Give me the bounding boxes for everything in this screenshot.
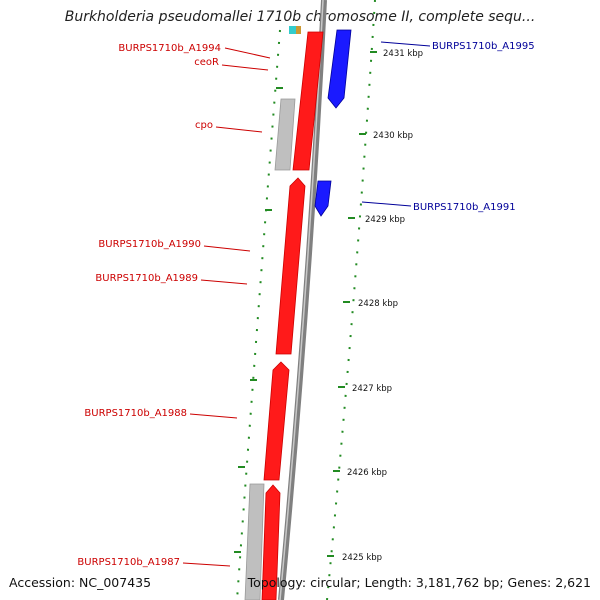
backbone-highlight <box>279 0 324 600</box>
leader-line <box>224 47 271 59</box>
label-burps1710b-a1988: BURPS1710b_A1988 <box>84 408 187 419</box>
ruler-label-2429: 2429 kbp <box>365 215 405 225</box>
ruler-label-2428: 2428 kbp <box>358 299 398 309</box>
ruler-label-2427: 2427 kbp <box>352 384 392 394</box>
backbone <box>278 0 327 600</box>
top-feature-2 <box>296 26 301 34</box>
leader-line <box>189 413 238 419</box>
accession-text: Accession: NC_007435 <box>9 575 152 590</box>
ruler-label-2430: 2430 kbp <box>373 131 413 141</box>
topology-text: Topology: circular; Length: 3,181,762 bp… <box>247 575 591 590</box>
top-feature <box>289 26 299 34</box>
leader-line <box>361 201 412 207</box>
ruler-label-2425: 2425 kbp <box>342 553 382 563</box>
ruler-label-2426: 2426 kbp <box>347 468 387 478</box>
leader-line <box>215 126 263 133</box>
ruler-label-2431: 2431 kbp <box>383 49 423 59</box>
gene-a1988 <box>263 361 290 481</box>
gene-a1990 <box>275 177 306 355</box>
label-burps1710b-a1995: BURPS1710b_A1995 <box>432 41 535 52</box>
gene-a1994 <box>292 31 324 171</box>
map-title: Burkholderia pseudomallei 1710b chromoso… <box>64 9 536 25</box>
leader-line <box>182 562 231 567</box>
label-burps1710b-a1987: BURPS1710b_A1987 <box>77 557 180 568</box>
gene-cpo-grey <box>274 98 296 171</box>
label-cpo: cpo <box>195 120 213 131</box>
gene-a1995 <box>327 29 352 109</box>
ruler-track-outer <box>326 0 376 600</box>
leader-line <box>203 245 251 252</box>
label-ceor: ceoR <box>194 57 219 68</box>
label-burps1710b-a1991: BURPS1710b_A1991 <box>413 202 516 213</box>
leader-line <box>221 64 269 71</box>
label-burps1710b-a1994: BURPS1710b_A1994 <box>118 43 221 54</box>
gene-a1991 <box>314 180 332 217</box>
gene-a1987 <box>261 484 281 600</box>
leader-line <box>200 279 248 285</box>
label-burps1710b-a1990: BURPS1710b_A1990 <box>98 239 201 250</box>
label-burps1710b-a1989: BURPS1710b_A1989 <box>95 273 198 284</box>
leader-line <box>380 41 431 47</box>
gene-grey-bottom <box>244 483 265 600</box>
